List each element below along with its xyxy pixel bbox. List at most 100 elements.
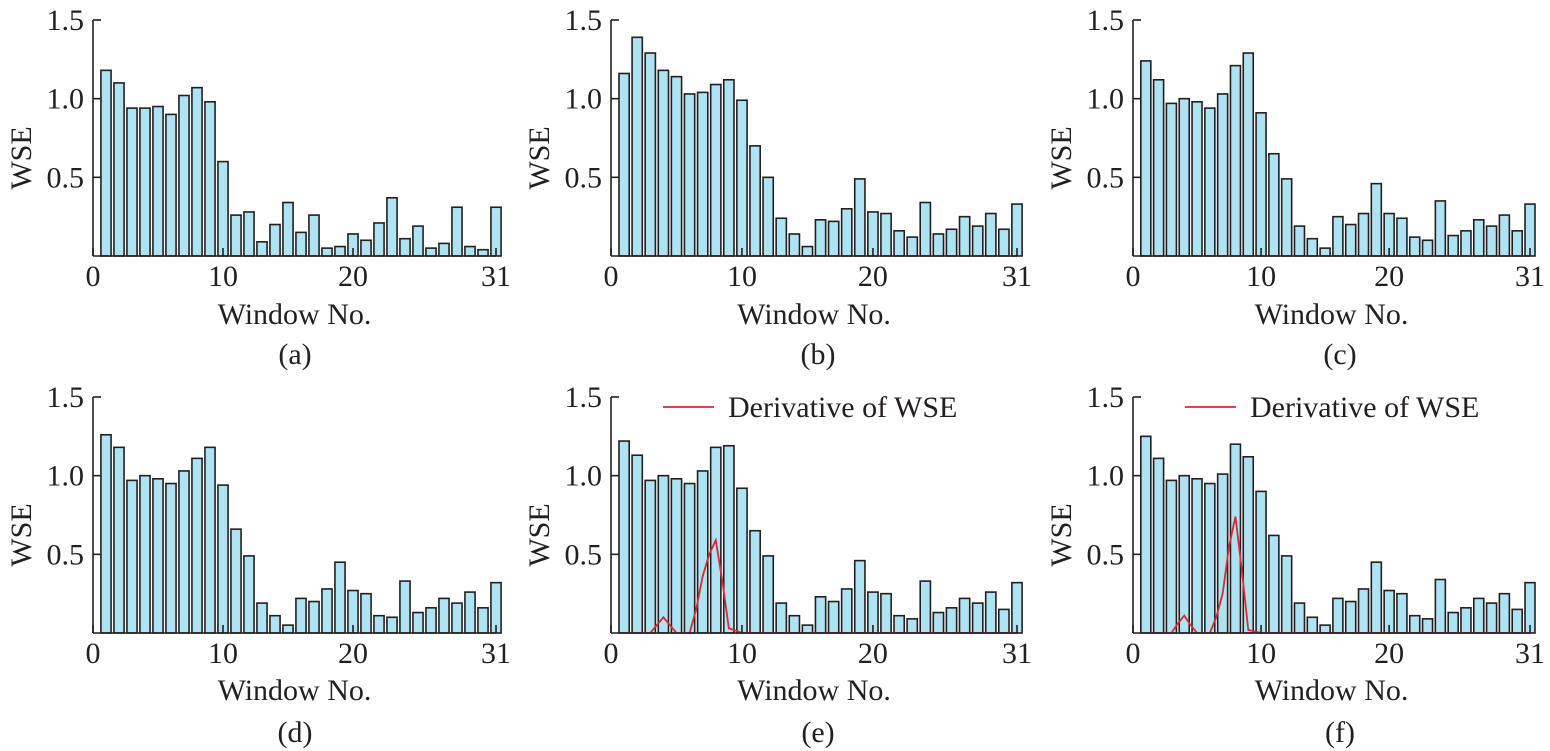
x-tick-label: 20 (858, 260, 888, 293)
bar (243, 211, 255, 257)
x-tick-label: 20 (1374, 260, 1404, 293)
bar (1165, 479, 1178, 634)
panel-label: (e) (801, 716, 834, 749)
bar (1434, 578, 1447, 634)
bar (321, 247, 333, 257)
x-tick-label: 0 (604, 637, 619, 670)
bar (644, 52, 657, 257)
bar (308, 214, 320, 257)
y-tick-label: 1.5 (1087, 381, 1125, 414)
bar (827, 600, 840, 634)
y-tick-label: 1.0 (1087, 460, 1125, 493)
y-tick-label: 1.5 (47, 4, 85, 37)
bar (984, 212, 997, 257)
x-tick-label: 31 (1002, 637, 1032, 670)
x-tick-label: 0 (86, 637, 101, 670)
x-tick-label: 0 (1126, 260, 1141, 293)
x-tick-label: 10 (1246, 260, 1276, 293)
bar (334, 561, 346, 634)
bar (801, 624, 814, 634)
bar (971, 225, 984, 257)
bar (1498, 214, 1511, 257)
x-tick-label: 20 (858, 637, 888, 670)
bar (1242, 455, 1255, 634)
bar (1485, 602, 1498, 634)
bar (412, 225, 424, 257)
y-tick-label: 1.5 (565, 381, 603, 414)
bar (1216, 93, 1229, 257)
bar (893, 614, 906, 634)
x-tick-label: 0 (1126, 637, 1141, 670)
bar (282, 624, 294, 634)
bar (1498, 592, 1511, 634)
bar (1344, 600, 1357, 634)
y-tick-label: 0.5 (565, 538, 603, 571)
bar (683, 93, 696, 257)
bar (1472, 597, 1485, 634)
bar (919, 580, 932, 634)
bar (269, 223, 281, 257)
bar (945, 228, 958, 257)
bar (814, 219, 827, 257)
bar (893, 230, 906, 257)
bar (1408, 614, 1421, 634)
bar (477, 607, 489, 634)
x-tick-label: 31 (1515, 637, 1545, 670)
bar (840, 208, 853, 257)
bar (1306, 616, 1319, 634)
x-axis-label: Window No. (737, 298, 891, 331)
bar (373, 614, 385, 634)
bar (1511, 230, 1523, 257)
y-axis-label: WSE (1045, 126, 1078, 189)
x-tick-label: 20 (1374, 637, 1404, 670)
y-tick-label: 1.0 (565, 83, 603, 116)
bar (1280, 555, 1293, 634)
bar (1332, 597, 1344, 634)
bar (100, 433, 112, 634)
bar (696, 91, 709, 257)
bar (399, 237, 411, 257)
y-axis-label: WSE (5, 126, 38, 189)
y-tick-label: 0.5 (47, 161, 85, 194)
bar (425, 247, 437, 257)
bar (709, 83, 722, 257)
bar (360, 239, 372, 257)
bar (1370, 182, 1383, 257)
y-tick-label: 0.5 (1087, 161, 1125, 194)
x-axis-label: Window No. (737, 674, 891, 707)
legend-label: Derivative of WSE (728, 391, 957, 424)
x-tick-label: 31 (1002, 260, 1032, 293)
bar (113, 446, 125, 634)
bar (997, 228, 1010, 257)
bar (736, 99, 748, 257)
bar (906, 618, 919, 634)
bar (775, 602, 788, 634)
bar (1268, 534, 1280, 634)
bar (631, 454, 644, 634)
x-tick-label: 0 (86, 260, 101, 293)
bar (722, 78, 735, 257)
x-tick-label: 10 (727, 260, 757, 293)
bar (1357, 212, 1370, 257)
y-tick-label: 1.0 (565, 460, 603, 493)
bar (386, 616, 398, 634)
chart-panel-a: 0.5 1.0 1.5 0 10 20 31 Window No. WSE (a) (5, 4, 511, 371)
bar (269, 614, 281, 634)
bar (1460, 230, 1472, 257)
bar (126, 107, 138, 257)
bar (1229, 64, 1242, 257)
panel-label: (f) (1325, 716, 1355, 749)
bar (788, 233, 801, 257)
bar (670, 75, 683, 257)
bar (1255, 112, 1267, 257)
x-tick-label: 20 (338, 637, 368, 670)
bar (1255, 490, 1267, 634)
bar (438, 242, 450, 257)
panel-label: (a) (278, 338, 311, 371)
bar (932, 233, 945, 257)
y-tick-label: 1.0 (47, 83, 85, 116)
bar (1447, 611, 1459, 634)
bar (1434, 200, 1447, 257)
bar (477, 248, 489, 257)
